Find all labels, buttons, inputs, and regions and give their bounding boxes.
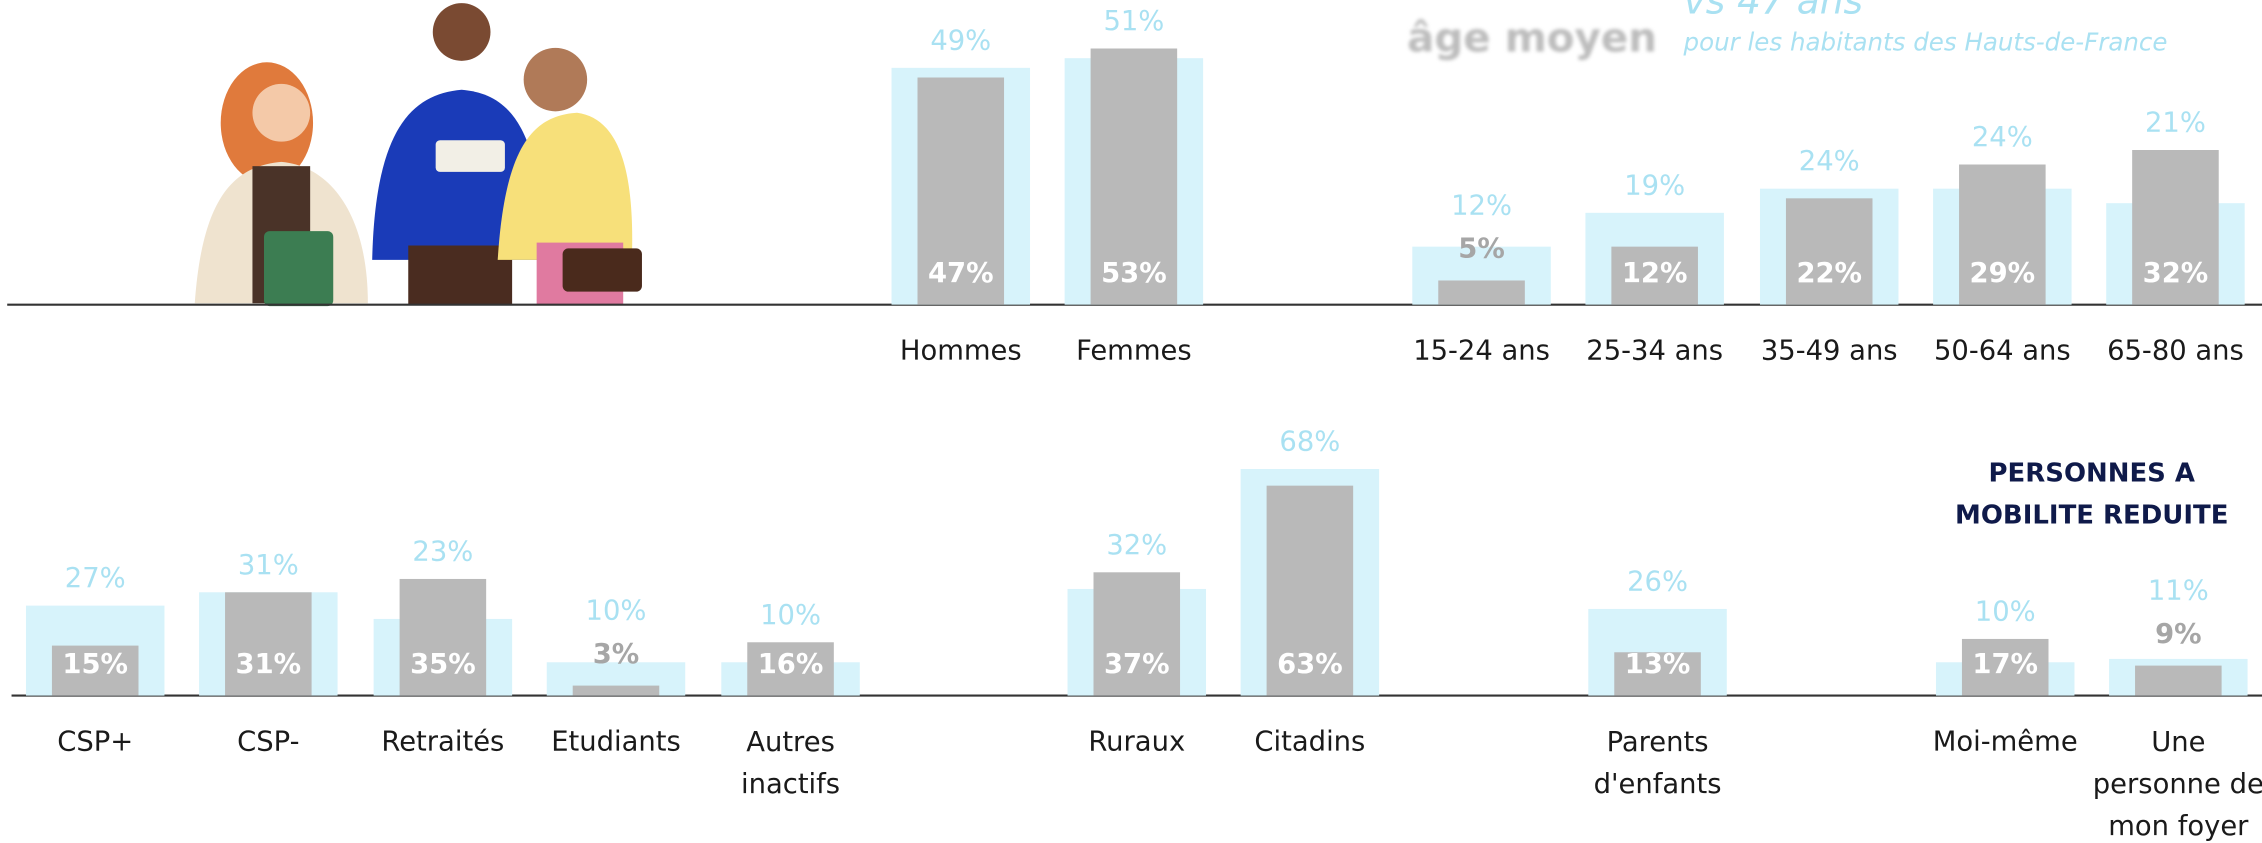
sample-value-label: 37%	[1104, 649, 1170, 680]
reference-value-label: 49%	[930, 25, 991, 56]
sample-bar	[2135, 666, 2222, 696]
sample-bar	[1438, 280, 1525, 304]
sample-value-label: 13%	[1625, 649, 1691, 680]
x-tick-label: 15-24 ans	[1413, 336, 1550, 367]
sample-value-label: 35%	[410, 649, 476, 680]
sample-bar	[573, 686, 660, 696]
sample-value-label: 15%	[62, 649, 128, 680]
sample-bar	[225, 592, 312, 695]
sample-value-label: 12%	[1622, 258, 1688, 289]
sample-value-label: 3%	[593, 639, 640, 670]
x-tick-label: Citadins	[1254, 727, 1365, 758]
reference-value-label: 32%	[1106, 530, 1167, 561]
sample-value-label: 32%	[2143, 258, 2209, 289]
sample-value-label: 53%	[1101, 258, 1167, 289]
reference-value-label: 51%	[1103, 6, 1164, 37]
reference-value-label: 10%	[1975, 596, 2036, 627]
x-tick-label: 25-34 ans	[1586, 336, 1723, 367]
x-tick-label: Femmes	[1076, 336, 1192, 367]
sample-value-label: 47%	[928, 258, 994, 289]
x-tick-label: Etudiants	[551, 727, 681, 758]
x-tick-label: Retraités	[381, 727, 504, 758]
illustration	[195, 3, 642, 306]
reference-value-label: 27%	[65, 563, 126, 594]
reference-value-label: 68%	[1279, 427, 1340, 458]
reference-value-label: 10%	[586, 596, 647, 627]
page: { "header": { "average_age_label": "âge …	[0, 0, 2262, 843]
x-tick-label: Moi-même	[1933, 727, 2078, 758]
sample-value-label: 9%	[2155, 619, 2202, 650]
reference-value-label: 19%	[1624, 170, 1685, 201]
reference-value-label: 31%	[238, 550, 299, 581]
sample-value-label: 5%	[1458, 234, 1505, 265]
reference-value-label: 23%	[412, 536, 473, 567]
x-tick-label: Hommes	[900, 336, 1022, 367]
chart: ​ âge moyen vs 47 ans pour les habitants…	[0, 0, 2262, 843]
reference-value-label: 26%	[1627, 566, 1688, 597]
reference-value-label: 24%	[1972, 122, 2033, 153]
x-tick-label: 50-64 ans	[1934, 336, 2071, 367]
reference-value-label: 10%	[760, 600, 821, 631]
reference-value-label: 21%	[2145, 108, 2206, 139]
sample-value-label: 22%	[1796, 258, 1862, 289]
x-tick-label: CSP-	[237, 727, 299, 758]
reference-value-label: 11%	[2148, 576, 2209, 607]
sample-value-label: 63%	[1277, 649, 1343, 680]
sample-value-label: 17%	[1972, 649, 2038, 680]
x-tick-label: CSP+	[57, 727, 133, 758]
sample-value-label: 29%	[1970, 258, 2036, 289]
x-tick-label: 65-80 ans	[2107, 336, 2244, 367]
x-tick-label: Ruraux	[1088, 727, 1185, 758]
sample-value-label: 16%	[758, 649, 824, 680]
reference-value-label: 12%	[1451, 190, 1512, 221]
comparison: vs 47 ans	[1684, 0, 1864, 23]
comparison-note: pour les habitants des Hauts-de-France	[1683, 28, 2168, 57]
x-tick-label: 35-49 ans	[1761, 336, 1898, 367]
reference-value-label: 24%	[1799, 146, 1860, 177]
sample-value-label: 31%	[236, 649, 302, 680]
average-age-label: âge moyen	[1407, 15, 1657, 62]
